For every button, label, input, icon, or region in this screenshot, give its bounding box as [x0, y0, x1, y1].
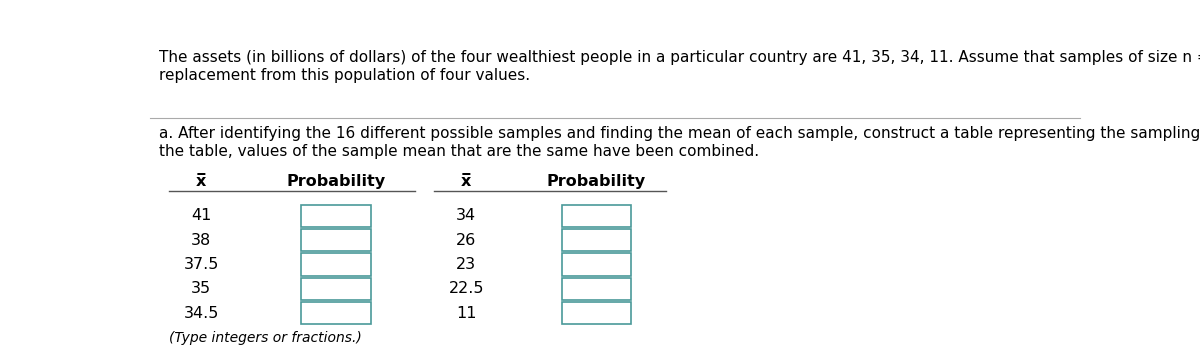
- Text: x̅: x̅: [461, 174, 472, 189]
- Text: 22.5: 22.5: [449, 281, 484, 296]
- Text: Probability: Probability: [547, 174, 646, 189]
- FancyBboxPatch shape: [562, 205, 631, 227]
- Text: 34.5: 34.5: [184, 306, 218, 321]
- Text: x̅: x̅: [196, 174, 206, 189]
- FancyBboxPatch shape: [301, 302, 371, 325]
- Text: (Type integers or fractions.): (Type integers or fractions.): [168, 331, 361, 345]
- FancyBboxPatch shape: [301, 278, 371, 300]
- Text: Probability: Probability: [287, 174, 385, 189]
- Text: a. After identifying the 16 different possible samples and finding the mean of e: a. After identifying the 16 different po…: [160, 126, 1200, 159]
- Text: 41: 41: [191, 208, 211, 223]
- Text: 26: 26: [456, 233, 476, 247]
- Text: 38: 38: [191, 233, 211, 247]
- FancyBboxPatch shape: [301, 205, 371, 227]
- Text: 37.5: 37.5: [184, 257, 218, 272]
- Text: 35: 35: [191, 281, 211, 296]
- FancyBboxPatch shape: [301, 253, 371, 276]
- Text: 11: 11: [456, 306, 476, 321]
- FancyBboxPatch shape: [562, 229, 631, 251]
- FancyBboxPatch shape: [562, 302, 631, 325]
- Text: The assets (in billions of dollars) of the four wealthiest people in a particula: The assets (in billions of dollars) of t…: [160, 50, 1200, 83]
- FancyBboxPatch shape: [562, 278, 631, 300]
- Text: 23: 23: [456, 257, 476, 272]
- Text: 34: 34: [456, 208, 476, 223]
- FancyBboxPatch shape: [562, 253, 631, 276]
- FancyBboxPatch shape: [301, 229, 371, 251]
